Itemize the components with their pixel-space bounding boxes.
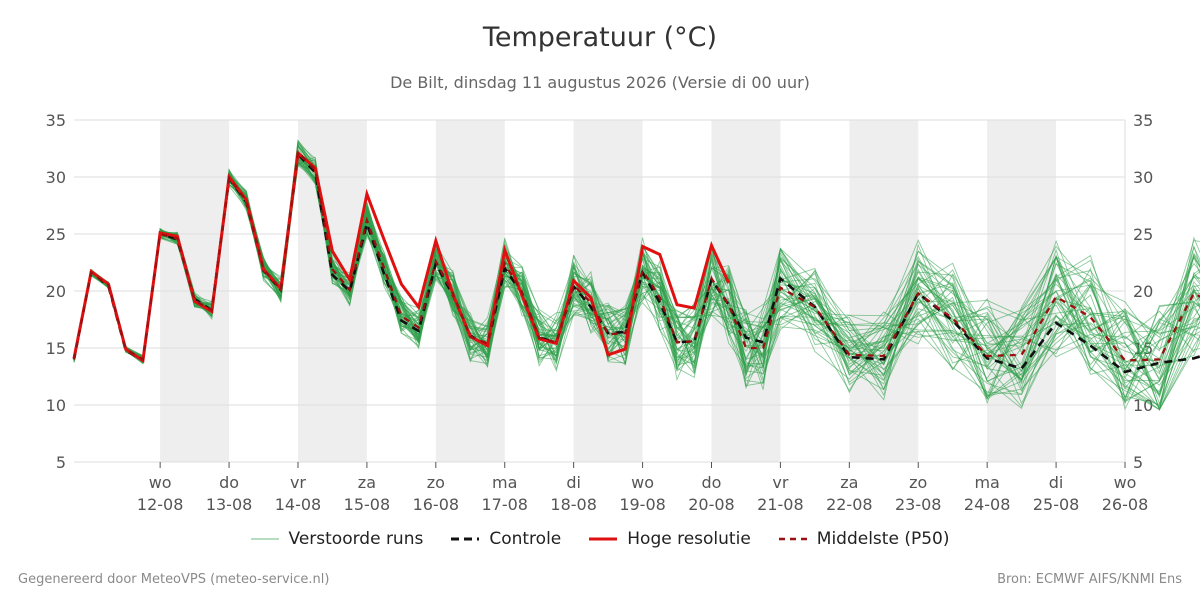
legend: Verstoorde runs Controle Hoge resolutie … bbox=[0, 529, 1200, 549]
footer-generated-by: Gegenereerd door MeteoVPS (meteo-service… bbox=[18, 572, 330, 587]
x-tick-day: vr bbox=[772, 473, 788, 492]
y-tick-label-left: 10 bbox=[46, 396, 66, 415]
legend-swatch-median bbox=[778, 537, 807, 541]
ensemble-run-line bbox=[73, 148, 1200, 382]
legend-swatch-ensemble bbox=[250, 538, 279, 540]
y-tick-label-left: 20 bbox=[46, 282, 66, 301]
y-tick-label-right: 25 bbox=[1133, 225, 1153, 244]
y-tick-label-right: 35 bbox=[1133, 111, 1153, 130]
x-tick-day: ma bbox=[492, 473, 517, 492]
median-line bbox=[72, 149, 1200, 362]
x-tick-date: 13-08 bbox=[206, 495, 253, 514]
x-tick-date: 14-08 bbox=[275, 495, 322, 514]
x-tick-day: wo bbox=[1114, 473, 1137, 492]
x-tick-date: 26-08 bbox=[1102, 495, 1149, 514]
ensemble-run-line bbox=[73, 150, 1200, 405]
x-tick-day: wo bbox=[631, 473, 654, 492]
y-tick-label-right: 10 bbox=[1133, 396, 1153, 415]
legend-swatch-highres bbox=[589, 537, 618, 541]
x-tick-day: do bbox=[219, 473, 239, 492]
ensemble-run-line bbox=[73, 139, 1200, 396]
legend-item-median: Middelste (P50) bbox=[778, 529, 950, 549]
ensemble-run-line bbox=[73, 159, 1200, 410]
legend-item-control: Controle bbox=[451, 529, 561, 549]
x-tick-day: vr bbox=[290, 473, 306, 492]
x-tick-date: 23-08 bbox=[895, 495, 942, 514]
x-tick-day: di bbox=[1049, 473, 1064, 492]
ensemble-run-line bbox=[73, 150, 1200, 406]
legend-item-ensemble: Verstoorde runs bbox=[250, 529, 424, 549]
x-tick-date: 16-08 bbox=[413, 495, 460, 514]
x-tick-day: za bbox=[840, 473, 858, 492]
footer-source: Bron: ECMWF AIFS/KNMI Ens bbox=[997, 572, 1182, 587]
legend-label-highres: Hoge resolutie bbox=[627, 529, 751, 549]
x-tick-date: 22-08 bbox=[826, 495, 873, 514]
legend-label-control: Controle bbox=[489, 529, 562, 549]
y-tick-label-left: 35 bbox=[46, 111, 66, 130]
legend-label-ensemble: Verstoorde runs bbox=[288, 529, 424, 549]
y-axis-left: 5 10 15 20 25 30 35 bbox=[46, 111, 66, 472]
x-tick-date: 19-08 bbox=[619, 495, 666, 514]
x-tick-day: ma bbox=[974, 473, 999, 492]
x-tick-day: do bbox=[702, 473, 722, 492]
y-tick-label-right: 20 bbox=[1133, 282, 1153, 301]
x-tick-date: 12-08 bbox=[137, 495, 184, 514]
chart-subtitle: De Bilt, dinsdag 11 augustus 2026 (Versi… bbox=[390, 73, 810, 92]
main-lines bbox=[72, 149, 1200, 374]
x-tick-day: wo bbox=[149, 473, 172, 492]
control-line bbox=[72, 151, 1200, 374]
x-tick-date: 25-08 bbox=[1033, 495, 1080, 514]
y-tick-label-left: 25 bbox=[46, 225, 66, 244]
chart-title: Temperatuur (°C) bbox=[482, 22, 718, 53]
x-tick-date: 17-08 bbox=[481, 495, 528, 514]
x-tick-date: 15-08 bbox=[344, 495, 391, 514]
x-axis: wo 12-08 do 13-08 vr 14-08 za 15-08 zo 16-08 ma 17-… bbox=[137, 462, 1148, 514]
ensemble-run-line bbox=[73, 155, 1200, 400]
y-tick-label-right: 5 bbox=[1133, 453, 1143, 472]
legend-label-median: Middelste (P50) bbox=[816, 529, 950, 549]
x-tick-date: 18-08 bbox=[550, 495, 597, 514]
x-tick-day: za bbox=[358, 473, 376, 492]
legend-swatch-control bbox=[451, 537, 480, 541]
x-tick-day: di bbox=[566, 473, 581, 492]
y-tick-label-left: 30 bbox=[46, 168, 66, 187]
y-tick-label-right: 30 bbox=[1133, 168, 1153, 187]
x-tick-date: 20-08 bbox=[688, 495, 735, 514]
x-tick-date: 24-08 bbox=[964, 495, 1011, 514]
y-tick-label-left: 15 bbox=[46, 339, 66, 358]
x-tick-day: zo bbox=[909, 473, 927, 492]
x-tick-date: 21-08 bbox=[757, 495, 804, 514]
x-tick-day: zo bbox=[427, 473, 445, 492]
y-tick-label-left: 5 bbox=[56, 453, 66, 472]
legend-item-highres: Hoge resolutie bbox=[589, 529, 751, 549]
